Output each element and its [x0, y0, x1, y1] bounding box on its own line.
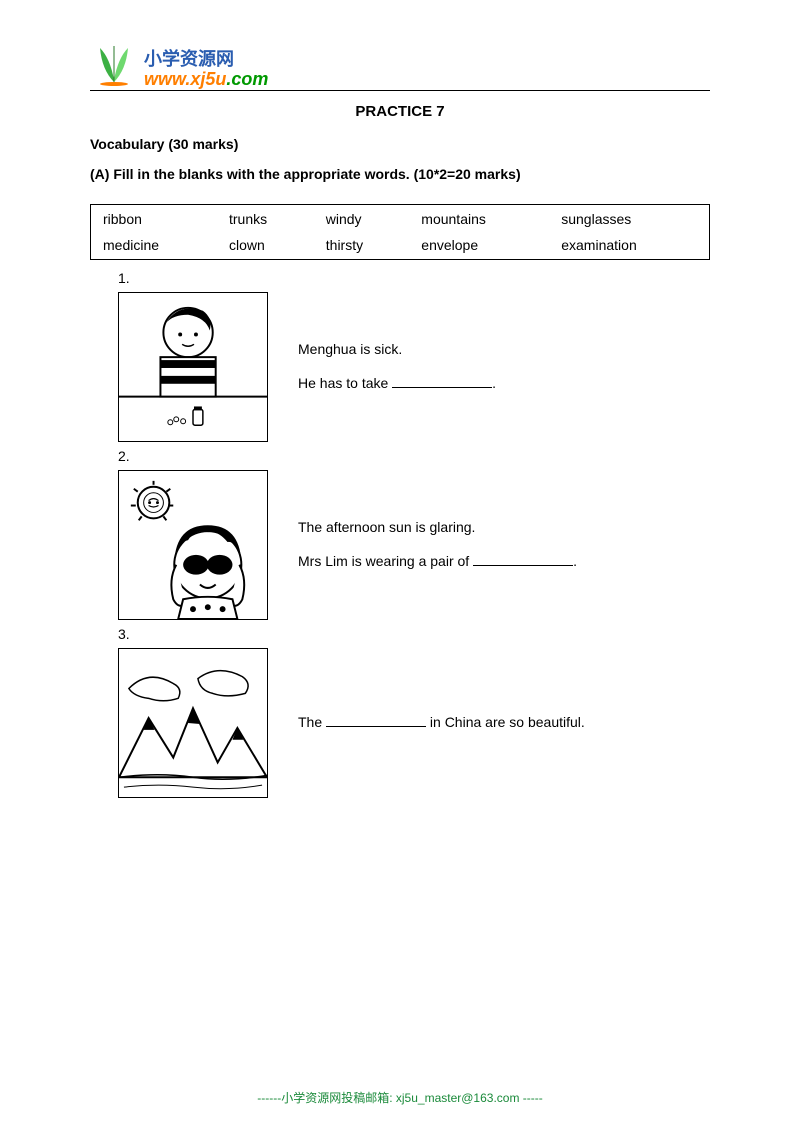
text-line: . — [492, 375, 496, 391]
mountains-icon — [119, 649, 267, 797]
word-cell: examination — [551, 233, 707, 257]
text-line: Mrs Lim is wearing a pair of — [298, 553, 473, 569]
question-body: Menghua is sick. He has to take . — [118, 292, 710, 442]
text-line: . — [573, 553, 577, 569]
word-cell: trunks — [219, 207, 314, 231]
text-line: in China are so beautiful. — [426, 714, 585, 730]
logo-text: 小学资源网 www.xj5u.com — [144, 50, 268, 88]
word-cell: thirsty — [316, 233, 410, 257]
question-image-3 — [118, 648, 268, 798]
sick-boy-icon — [119, 293, 267, 441]
table-row: ribbon trunks windy mountains sunglasses — [93, 207, 707, 231]
question-number: 1. — [118, 270, 710, 286]
logo-header: 小学资源网 www.xj5u.com — [90, 40, 710, 91]
word-cell: ribbon — [93, 207, 217, 231]
page-footer: ------小学资源网投稿邮箱: xj5u_master@163.com ---… — [0, 1089, 800, 1106]
question-2: 2. — [90, 448, 710, 620]
question-text: Menghua is sick. He has to take . — [298, 333, 496, 400]
word-cell: windy — [316, 207, 410, 231]
page-title: PRACTICE 7 — [90, 103, 710, 120]
instruction: (A) Fill in the blanks with the appropri… — [90, 166, 710, 182]
word-cell: envelope — [411, 233, 549, 257]
word-cell: medicine — [93, 233, 217, 257]
text-line: The — [298, 714, 326, 730]
word-cell: mountains — [411, 207, 549, 231]
text-line: He has to take — [298, 375, 392, 391]
question-number: 3. — [118, 626, 710, 642]
question-text: The in China are so beautiful. — [298, 706, 585, 740]
word-cell: sunglasses — [551, 207, 707, 231]
sunglasses-girl-icon — [119, 471, 267, 619]
logo-url: www.xj5u.com — [144, 70, 268, 88]
question-body: The in China are so beautiful. — [118, 648, 710, 798]
text-line: The afternoon sun is glaring. — [298, 519, 475, 535]
fill-blank[interactable] — [326, 713, 426, 727]
fill-blank[interactable] — [473, 552, 573, 566]
question-text: The afternoon sun is glaring. Mrs Lim is… — [298, 511, 577, 578]
fill-blank[interactable] — [392, 374, 492, 388]
question-1: 1. Menghua is sick. — [90, 270, 710, 442]
question-3: 3. The in China are so beautiful. — [90, 626, 710, 798]
question-image-2 — [118, 470, 268, 620]
table-row: medicine clown thirsty envelope examinat… — [93, 233, 707, 257]
word-cell: clown — [219, 233, 314, 257]
leaf-logo-icon — [90, 40, 138, 88]
word-bank-table: ribbon trunks windy mountains sunglasses… — [90, 204, 710, 260]
question-number: 2. — [118, 448, 710, 464]
question-image-1 — [118, 292, 268, 442]
section-heading: Vocabulary (30 marks) — [90, 136, 710, 152]
logo-cn-text: 小学资源网 — [144, 50, 268, 68]
text-line: Menghua is sick. — [298, 341, 402, 357]
question-body: The afternoon sun is glaring. Mrs Lim is… — [118, 470, 710, 620]
